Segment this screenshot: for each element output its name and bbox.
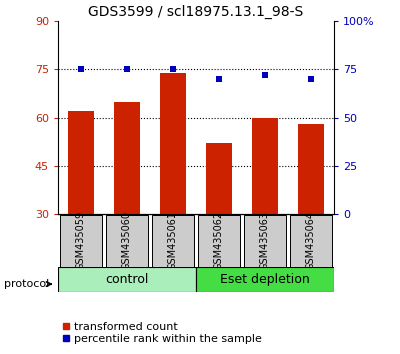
Bar: [60, 215, 102, 267]
Text: Eset depletion: Eset depletion: [220, 273, 310, 286]
Point: [78, 67, 84, 72]
Text: GSM435060: GSM435060: [122, 211, 132, 270]
Point: [124, 67, 130, 72]
Text: GSM435059: GSM435059: [76, 211, 86, 270]
Legend: transformed count, percentile rank within the sample: transformed count, percentile rank withi…: [58, 317, 266, 348]
Bar: [106, 215, 148, 267]
Bar: [298, 124, 324, 214]
Bar: [252, 118, 278, 214]
Point: [216, 76, 222, 82]
Text: GSM435062: GSM435062: [214, 211, 224, 270]
Bar: [152, 215, 194, 267]
Text: GSM435063: GSM435063: [260, 211, 270, 270]
Bar: [244, 215, 286, 267]
Point: [262, 73, 268, 78]
Text: GSM435061: GSM435061: [168, 211, 178, 270]
Text: protocol: protocol: [4, 279, 49, 289]
Bar: [160, 73, 186, 214]
Text: GSM435064: GSM435064: [306, 211, 316, 270]
Bar: [68, 111, 94, 214]
Bar: [206, 143, 232, 214]
Title: GDS3599 / scl18975.13.1_98-S: GDS3599 / scl18975.13.1_98-S: [88, 5, 304, 19]
Bar: [290, 215, 332, 267]
Point: [308, 76, 314, 82]
Point: [170, 67, 176, 72]
Bar: [196, 267, 334, 292]
Text: control: control: [105, 273, 149, 286]
Bar: [58, 267, 196, 292]
Bar: [114, 102, 140, 214]
Bar: [198, 215, 240, 267]
